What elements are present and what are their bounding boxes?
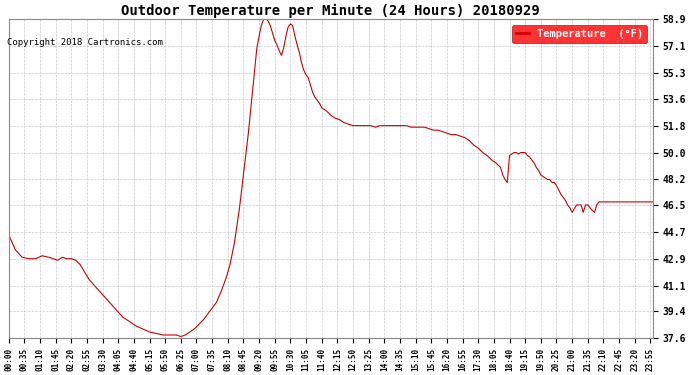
Legend: Temperature  (°F): Temperature (°F): [512, 25, 647, 43]
Title: Outdoor Temperature per Minute (24 Hours) 20180929: Outdoor Temperature per Minute (24 Hours…: [121, 4, 540, 18]
Text: Copyright 2018 Cartronics.com: Copyright 2018 Cartronics.com: [7, 38, 163, 47]
